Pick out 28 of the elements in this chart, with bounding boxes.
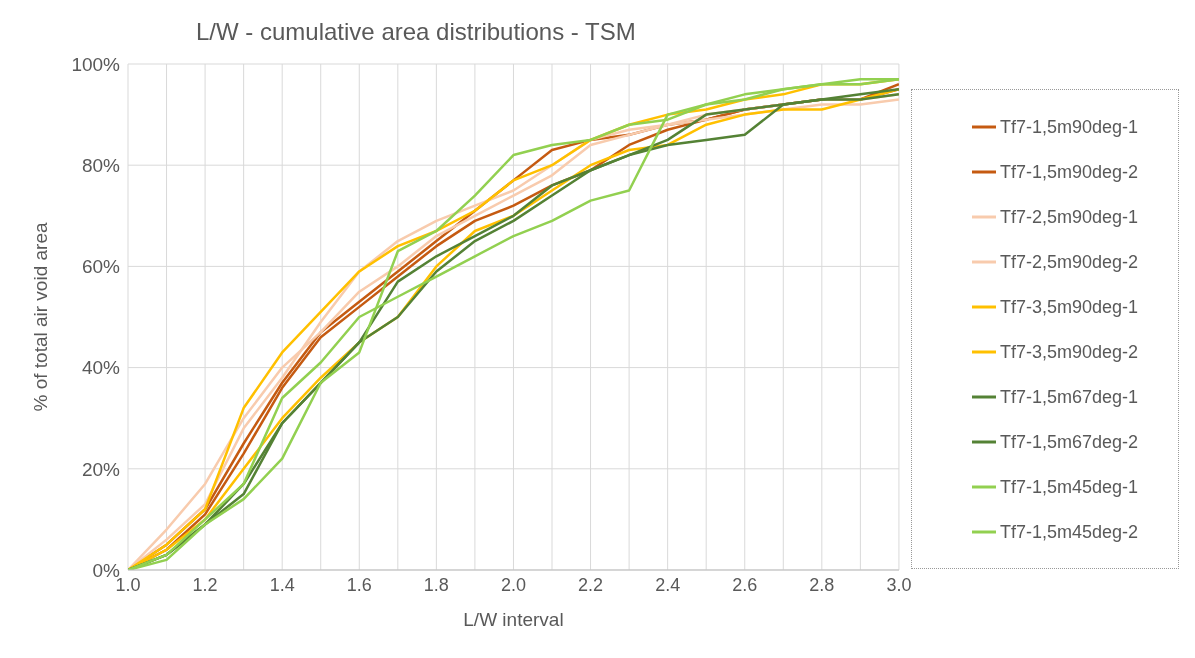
legend-label: Tf7-1,5m45deg-1 — [999, 475, 1138, 499]
legend-label: Tf7-2,5m90deg-1 — [999, 205, 1138, 229]
x-tick-label: 2.6 — [732, 574, 758, 595]
y-tick-label: 60% — [81, 256, 121, 278]
legend-label: Tf7-1,5m67deg-2 — [999, 430, 1138, 454]
x-tick-label: 1.8 — [423, 574, 449, 595]
x-tick-label: 2.8 — [809, 574, 835, 595]
legend-label: Tf7-1,5m90deg-1 — [999, 115, 1138, 139]
x-tick-label: 2.2 — [578, 574, 604, 595]
legend-label: Tf7-2,5m90deg-2 — [999, 250, 1138, 274]
y-axis-title: % of total air void area — [29, 222, 51, 412]
y-tick-label: 20% — [81, 458, 121, 480]
x-tick-label: 3.0 — [886, 574, 912, 595]
y-tick-label: 100% — [71, 53, 121, 75]
x-tick-label: 2.0 — [500, 574, 526, 595]
y-tick-label: 80% — [81, 154, 121, 176]
y-tick-label: 40% — [81, 357, 121, 379]
legend-label: Tf7-1,5m67deg-1 — [999, 385, 1138, 409]
legend-label: Tf7-3,5m90deg-1 — [999, 295, 1138, 319]
x-tick-label: 1.6 — [346, 574, 372, 595]
legend-label: Tf7-3,5m90deg-2 — [999, 340, 1138, 364]
x-tick-label: 2.4 — [655, 574, 681, 595]
legend-label: Tf7-1,5m90deg-2 — [999, 160, 1138, 184]
x-tick-label: 1.2 — [192, 574, 218, 595]
legend-label: Tf7-1,5m45deg-2 — [999, 520, 1138, 544]
chart-title: L/W - cumulative area distributions - TSM — [196, 18, 636, 46]
x-tick-label: 1.4 — [269, 574, 295, 595]
x-axis-title: L/W interval — [463, 609, 564, 630]
